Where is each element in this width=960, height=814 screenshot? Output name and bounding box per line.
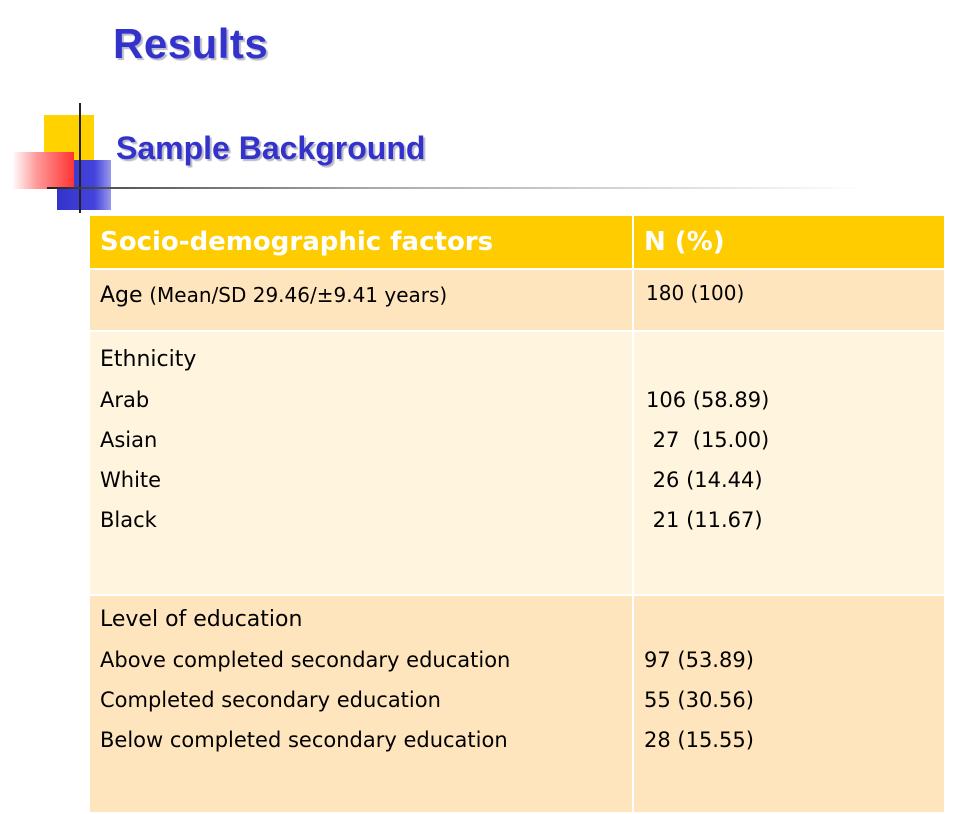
age-label: Age	[100, 283, 143, 308]
logo-red-bar	[12, 152, 74, 189]
ethnicity-value: 26 (14.44)	[646, 468, 763, 492]
ethnicity-value: 21 (11.67)	[646, 508, 763, 532]
age-cell: Age (Mean/SD 29.46/±9.41 years)	[88, 268, 634, 332]
ethnicity-item: Asian	[100, 428, 158, 452]
logo-vertical-line	[79, 103, 81, 213]
education-value: 97 (53.89)	[644, 648, 754, 672]
education-values-cell: 97 (53.89) 55 (30.56) 28 (15.55)	[632, 594, 946, 814]
ethnicity-item: Black	[100, 508, 157, 532]
header-n-percent: N (%)	[632, 214, 946, 270]
table-row-ethnicity: Ethnicity Arab Asian White Black 106 (58…	[88, 330, 946, 596]
table-header-row: Socio-demographic factors N (%)	[88, 214, 946, 270]
ethnicity-values-cell: 106 (58.89) 27 (15.00) 26 (14.44) 21 (11…	[632, 330, 946, 596]
education-cell: Level of education Above completed secon…	[88, 594, 634, 814]
ethnicity-value: 27 (15.00)	[646, 428, 770, 452]
ethnicity-item: White	[100, 468, 162, 492]
education-item: Above completed secondary education	[100, 648, 511, 672]
age-detail: (Mean/SD 29.46/±9.41 years)	[149, 283, 448, 307]
header-factors: Socio-demographic factors	[88, 214, 634, 270]
slide-title: Results	[113, 20, 269, 67]
education-item: Completed secondary education	[100, 688, 441, 712]
ethnicity-item: Arab	[100, 388, 150, 412]
ethnicity-value: 106 (58.89)	[646, 388, 770, 412]
ethnicity-cell: Ethnicity Arab Asian White Black	[88, 330, 634, 596]
demographics-table: Socio-demographic factors N (%) Age (Mea…	[88, 214, 946, 814]
slide-subtitle: Sample Background	[116, 130, 426, 166]
table-row-age: Age (Mean/SD 29.46/±9.41 years) 180 (100…	[88, 268, 946, 332]
education-value: 28 (15.55)	[644, 728, 754, 752]
education-value: 55 (30.56)	[644, 688, 754, 712]
age-value: 180 (100)	[632, 268, 946, 332]
education-label: Level of education	[100, 607, 303, 632]
title-underline	[47, 187, 867, 189]
education-item: Below completed secondary education	[100, 728, 508, 752]
table-row-education: Level of education Above completed secon…	[88, 594, 946, 814]
ethnicity-label: Ethnicity	[100, 347, 197, 372]
